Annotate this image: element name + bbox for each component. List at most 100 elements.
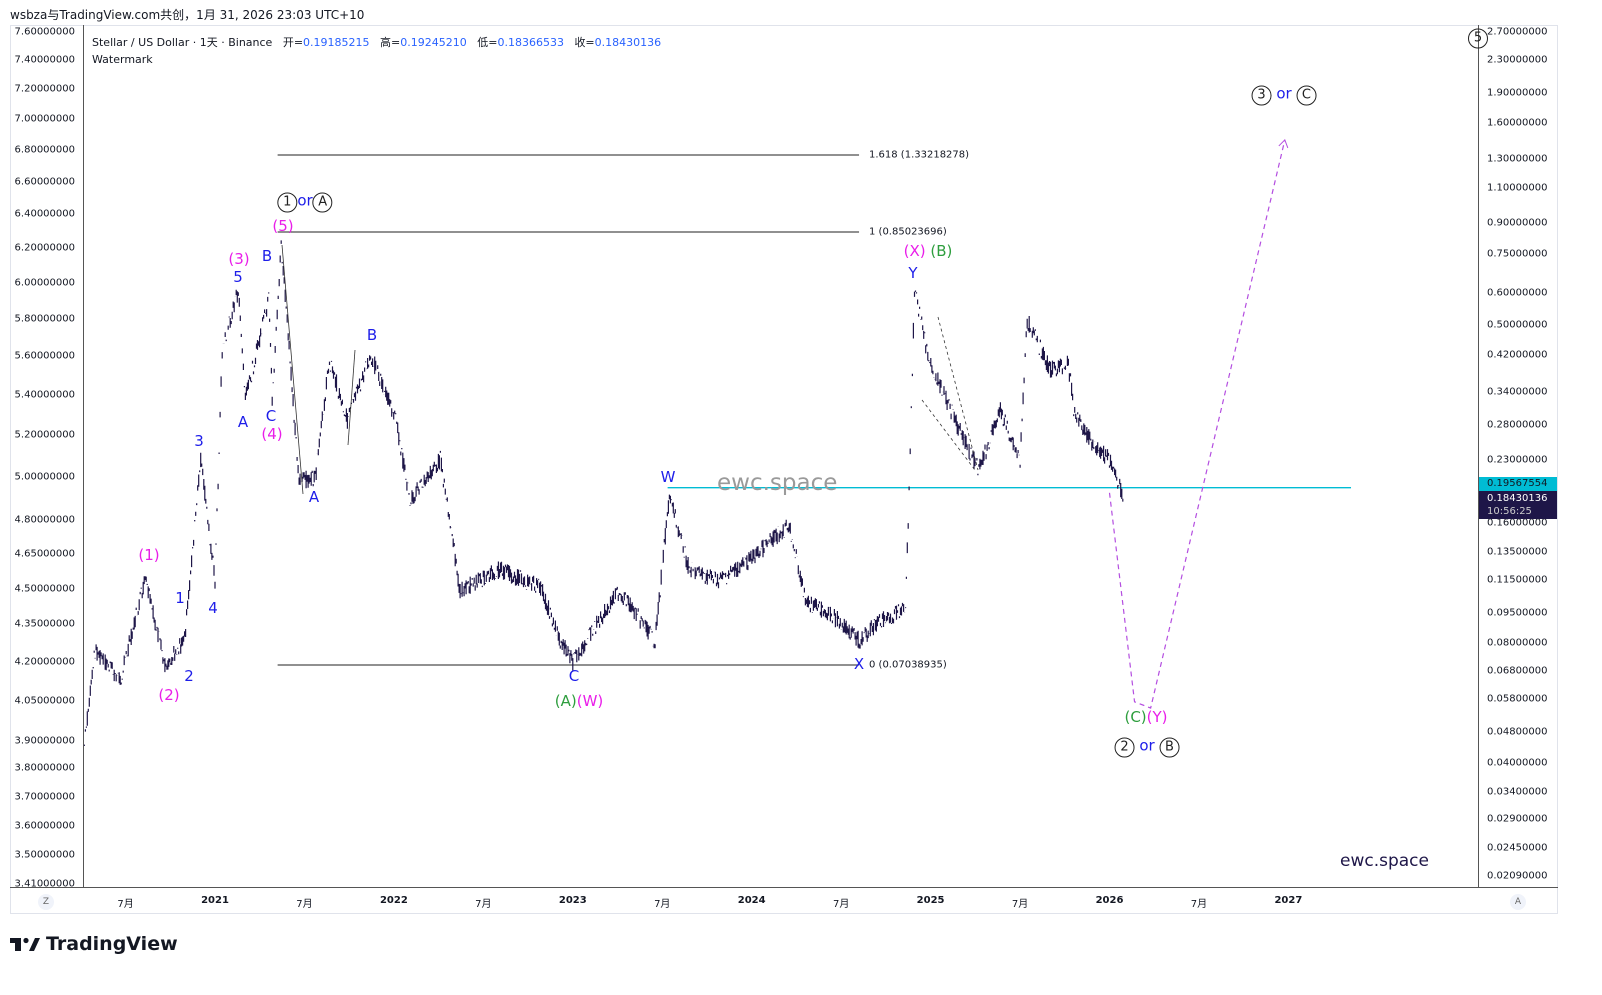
right-axis-tick: 0.75000000 — [1487, 248, 1548, 260]
tradingview-logo[interactable]: TradingView — [10, 933, 178, 955]
tradingview-logo-icon — [10, 937, 40, 951]
wave-label: A — [237, 413, 249, 431]
fib-label-1618: 1.618 (1.33218278) — [869, 149, 970, 161]
wave-label-5-partial: 5 — [1468, 28, 1488, 49]
wave-label: (B) — [930, 242, 953, 260]
wave-label: 1 — [175, 589, 185, 607]
wave-trendline — [281, 244, 304, 495]
or-text: or — [1276, 84, 1292, 103]
right-axis-tick: 0.04000000 — [1487, 757, 1548, 769]
circled-label: A — [312, 192, 333, 213]
left-axis-tick: 3.41000000 — [14, 878, 75, 890]
wave-label-x-b: (X) (B) — [904, 242, 953, 260]
wave-label-c-y: (C)(Y) — [1124, 708, 1167, 726]
wave-label-2-or-b: 2 or B — [1114, 737, 1180, 758]
right-axis-tick: 0.08000000 — [1487, 637, 1548, 649]
right-axis-tick: 0.05800000 — [1487, 693, 1548, 705]
wave-label: B — [366, 326, 378, 344]
left-axis-tick: 5.60000000 — [14, 350, 75, 362]
right-axis-tick: 0.06800000 — [1487, 665, 1548, 677]
watermark-indicator[interactable]: Watermark — [92, 53, 153, 66]
right-axis-tick: 0.13500000 — [1487, 546, 1548, 558]
wave-label: C — [568, 667, 580, 685]
time-axis[interactable]: Z A 7月 2021 7月 2022 7月 2023 7月 2024 7月 2025 7月 2026… — [10, 887, 1558, 914]
wave-label: 5 — [233, 268, 243, 286]
wave-label: 3 — [194, 432, 204, 450]
time-axis-tick: 7月 — [296, 899, 313, 910]
circled-label: 2 — [1114, 737, 1135, 758]
right-axis-tick: 2.30000000 — [1487, 54, 1548, 66]
last-price-badge: 0.18430136 10:56:25 — [1479, 491, 1557, 519]
wave-label: 4 — [208, 599, 218, 617]
last-price-value: 0.18430136 — [1487, 493, 1548, 504]
left-axis-tick: 4.20000000 — [14, 656, 75, 668]
left-axis-tick: 5.00000000 — [14, 471, 75, 483]
left-axis-tick: 3.60000000 — [14, 820, 75, 832]
left-axis-tick: 4.50000000 — [14, 583, 75, 595]
symbol-name[interactable]: Stellar / US Dollar · 1天 · Binance — [92, 36, 273, 49]
wave-label: (C) — [1124, 708, 1147, 726]
right-axis-tick: 0.09500000 — [1487, 607, 1548, 619]
left-axis-tick: 6.80000000 — [14, 144, 75, 156]
circled-label: B — [1159, 737, 1180, 758]
wave-label: (Y) — [1146, 708, 1168, 726]
right-axis-tick: 0.28000000 — [1487, 419, 1548, 431]
left-axis-tick: 5.80000000 — [14, 313, 75, 325]
wave-label: (5) — [272, 217, 294, 235]
left-axis-tick: 6.60000000 — [14, 176, 75, 188]
wave-trendline — [921, 399, 976, 471]
left-price-axis[interactable]: 7.60000000 7.40000000 7.20000000 7.00000000… — [10, 25, 84, 890]
time-axis-tick: 7月 — [1190, 899, 1208, 910]
auto-scale-button[interactable]: A — [1510, 894, 1526, 910]
price-line-badge: 0.19567554 — [1479, 477, 1557, 491]
right-axis-tick: 0.02090000 — [1487, 870, 1548, 882]
left-axis-tick: 3.70000000 — [14, 791, 75, 803]
right-price-axis[interactable]: 2.70000000 2.30000000 1.90000000 1.60000000… — [1478, 25, 1558, 887]
right-axis-tick: 1.90000000 — [1487, 87, 1548, 99]
right-axis-tick: 0.16000000 — [1487, 517, 1548, 529]
wave-label: 2 — [184, 667, 194, 685]
wave-label: (4) — [261, 425, 283, 443]
open-label: 开= — [282, 36, 304, 49]
open-value: 0.19185215 — [303, 36, 370, 49]
or-text: or — [297, 191, 313, 210]
right-axis-tick: 1.10000000 — [1487, 182, 1548, 194]
watermark: ewc.space — [717, 470, 838, 496]
wave-trendline — [347, 349, 356, 446]
right-axis-tick: 0.60000000 — [1487, 287, 1548, 299]
wave-label: W — [660, 468, 676, 486]
wave-label-3-or-c: 3 or C — [1251, 84, 1317, 106]
left-axis-tick: 3.80000000 — [14, 762, 75, 774]
right-axis-tick: 0.03400000 — [1487, 786, 1548, 798]
right-axis-tick: 1.30000000 — [1487, 153, 1548, 165]
wave-label: A — [308, 488, 320, 506]
time-axis-tick: 7月 — [654, 899, 671, 910]
left-axis-tick: 6.40000000 — [14, 208, 75, 220]
wave-label: B — [261, 247, 273, 265]
wave-label-1-or-a: 1 or A — [277, 191, 333, 213]
close-label: 收= — [574, 36, 595, 49]
left-axis-tick: 5.20000000 — [14, 429, 75, 441]
low-label: 低= — [477, 36, 498, 49]
wave-label: (1) — [138, 546, 160, 564]
right-axis-tick: 2.70000000 — [1487, 26, 1548, 38]
time-axis-tick: 2022 — [379, 895, 408, 906]
wave-trendline — [937, 316, 979, 471]
time-axis-tick: 7月 — [117, 899, 134, 910]
time-axis-tick: 7月 — [475, 899, 492, 910]
wave-label: Y — [908, 264, 918, 282]
chart-credit: wsbza与TradingView.com共创，1月 31, 2026 23:0… — [10, 8, 365, 22]
wave-label: (X) — [903, 242, 926, 260]
axis-z-button[interactable]: Z — [38, 894, 54, 910]
logo-text: TradingView — [46, 933, 178, 955]
right-axis-tick: 0.42000000 — [1487, 349, 1548, 361]
wave-label: (3) — [228, 250, 250, 268]
right-axis-tick: 1.60000000 — [1487, 117, 1548, 129]
fib-label-0: 0 (0.07038935) — [869, 659, 947, 671]
left-axis-tick: 7.60000000 — [14, 26, 75, 38]
left-axis-tick: 4.80000000 — [14, 514, 75, 526]
close-value: 0.18430136 — [594, 36, 662, 49]
right-axis-tick: 0.34000000 — [1487, 386, 1548, 398]
circled-label: 3 — [1251, 85, 1272, 106]
